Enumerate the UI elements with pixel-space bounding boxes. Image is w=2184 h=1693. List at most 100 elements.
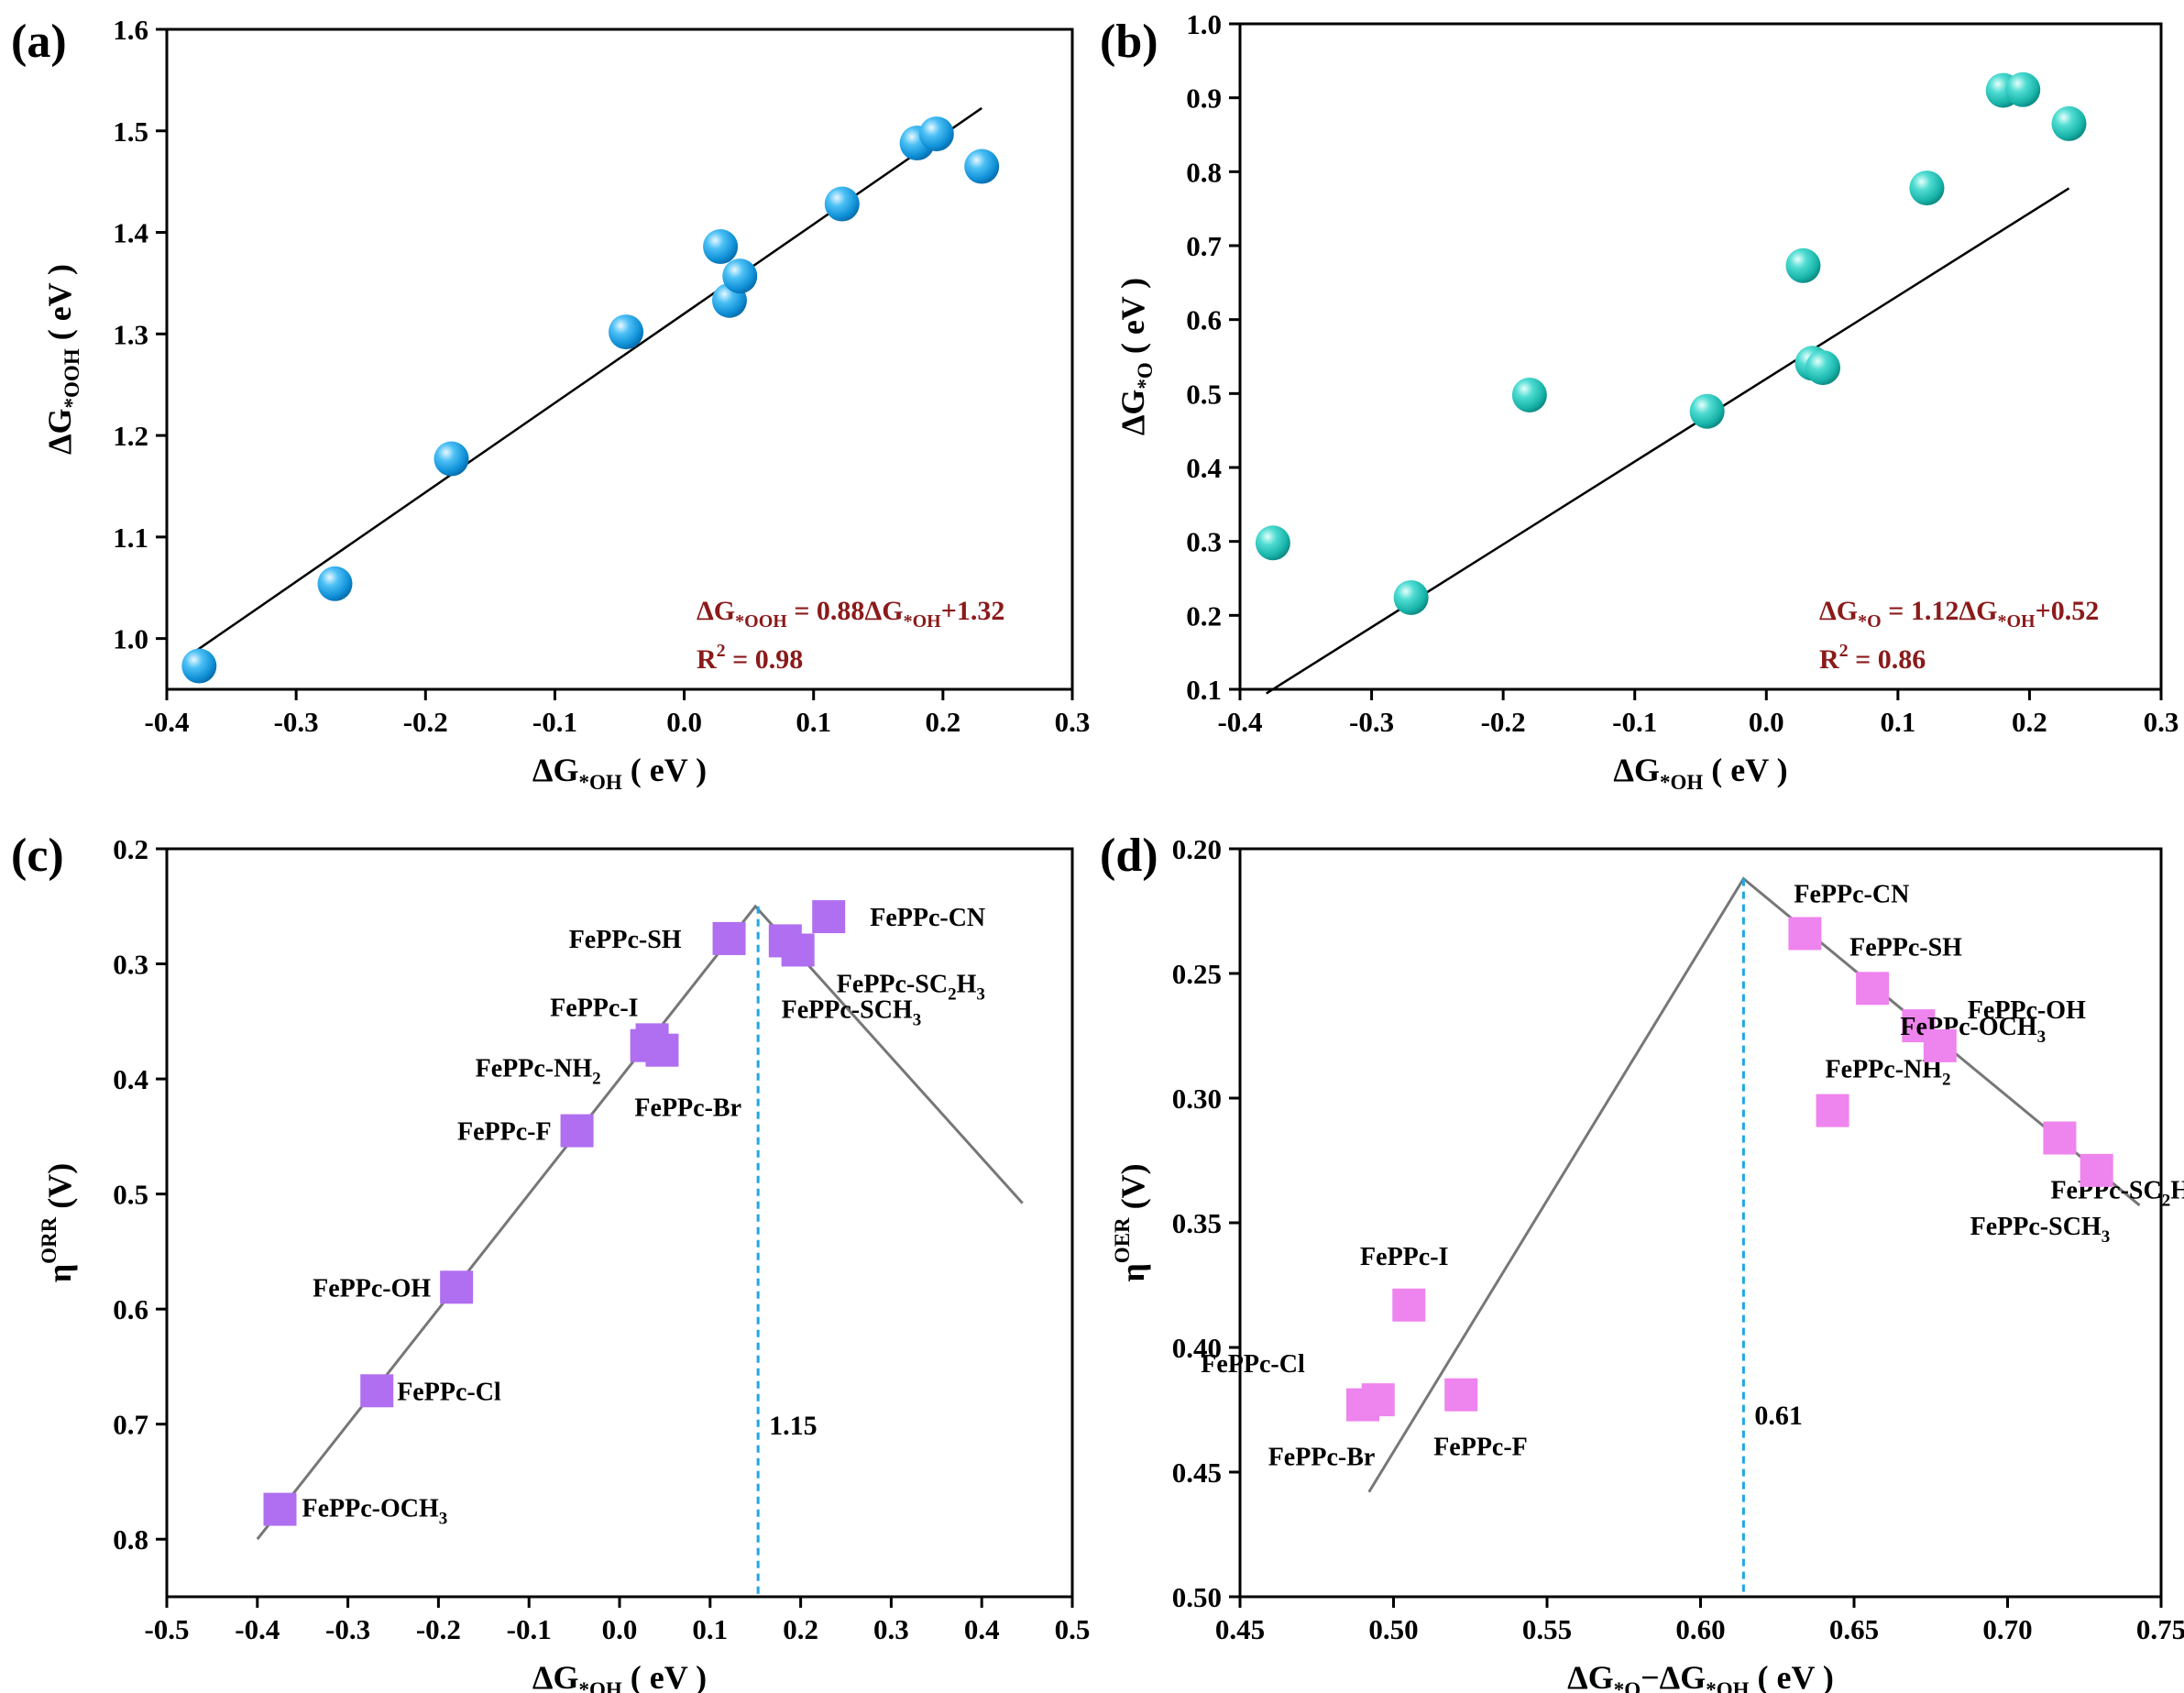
data-point xyxy=(263,1492,297,1526)
plot-frame xyxy=(165,847,1074,1599)
x-tick-label: 0.3 xyxy=(2144,706,2179,738)
panel-b: (b) -0.4 -0.3 -0.2 -0.1 0.0 0.1 0.2 0.3 0.1 0.2 0.3… xyxy=(1100,8,2179,794)
data-point xyxy=(1856,972,1890,1006)
y-tick-label: 0.7 xyxy=(1186,230,1222,262)
y-tick-label: 0.9 xyxy=(1186,82,1222,115)
y-tick-label: 0.40 xyxy=(1172,1332,1222,1364)
y-tick-label: 0.4 xyxy=(1186,452,1222,484)
x-tick-label: -0.1 xyxy=(507,1613,552,1645)
data-point-label: FePPc-SC2H3 xyxy=(2050,1177,2184,1211)
data-point xyxy=(918,116,954,152)
x-tick-label: 0.3 xyxy=(873,1613,909,1645)
data-point-label: FePPc-Cl xyxy=(397,1378,501,1406)
x-axis-title: ΔG*OH ( eV ) xyxy=(532,1659,707,1693)
x-tick-label: -0.5 xyxy=(144,1613,189,1645)
panel-a: (a) -0.4 -0.3 -0.2 -0.1 0.0 0.1 0.2 0.3 1.0 1.1 1.2… xyxy=(11,14,1090,794)
y-tick-label: 0.45 xyxy=(1172,1457,1222,1489)
data-point xyxy=(317,566,353,601)
plot-frame xyxy=(165,27,1074,691)
data-point-label: FePPc-CN xyxy=(870,904,985,932)
x-tick-label: -0.2 xyxy=(1481,706,1526,738)
y-tick-label: 1.4 xyxy=(113,217,148,249)
x-tick-label: 0.1 xyxy=(692,1613,728,1645)
x-tick-label: -0.3 xyxy=(1349,706,1394,738)
x-tick-label: -0.2 xyxy=(403,706,448,738)
x-axis-title: ΔG*OH ( eV ) xyxy=(532,752,707,794)
x-tick-label: -0.4 xyxy=(1217,706,1262,738)
data-point xyxy=(1361,1383,1395,1417)
data-point xyxy=(1689,393,1725,429)
data-point-label: FePPc-Cl xyxy=(1201,1350,1305,1379)
y-axis-title: ΔG*OOH ( eV ) xyxy=(41,264,83,455)
y-tick-label: 0.8 xyxy=(1186,156,1222,188)
data-point xyxy=(703,229,739,265)
panel-label: (d) xyxy=(1100,830,1158,882)
x-tick-label: 0.55 xyxy=(1522,1613,1572,1645)
data-point-label: FePPc-SCH3 xyxy=(782,995,922,1029)
peak-value-label: 1.15 xyxy=(769,1411,818,1441)
data-point xyxy=(2051,105,2087,141)
data-point-label: FePPc-SH xyxy=(569,926,682,954)
x-tick-label: -0.1 xyxy=(1612,706,1657,738)
x-tick-label: 0.75 xyxy=(2136,1613,2184,1645)
panel-c: (c) -0.5 -0.4 -0.3 -0.2 -0.1 0.0 0.1 0.2 0.3 0.4 0.… xyxy=(11,830,1090,1693)
x-axis-title: ΔG*OH ( eV ) xyxy=(1613,752,1787,794)
y-tick-label: 0.1 xyxy=(1186,674,1222,706)
data-point xyxy=(434,441,469,477)
y-tick-label: 1.2 xyxy=(113,420,148,452)
data-point xyxy=(824,186,860,222)
data-point xyxy=(1444,1378,1478,1412)
data-point xyxy=(645,1033,679,1067)
x-tick-label: 0.1 xyxy=(1880,706,1915,738)
data-point xyxy=(1788,917,1822,951)
x-tick-label: -0.3 xyxy=(325,1613,370,1645)
data-point-label: FePPc-OH xyxy=(313,1274,431,1303)
panel-label: (a) xyxy=(11,16,67,68)
fit-equation: ΔG*O = 1.12ΔG*OH+0.52 xyxy=(1819,596,2099,632)
y-tick-label: 0.35 xyxy=(1172,1207,1222,1239)
y-tick-label: 0.25 xyxy=(1172,958,1222,990)
y-tick-label: 0.3 xyxy=(1186,526,1222,558)
y-tick-label: 1.6 xyxy=(113,14,148,46)
x-tick-label: 0.2 xyxy=(925,706,960,738)
panel-d: (d)0.45 0.50 0.55 0.60 0.65 0.70 0.750.200.250… xyxy=(1100,830,2184,1693)
y-tick-label: 0.6 xyxy=(113,1293,148,1325)
data-point xyxy=(964,148,1000,184)
data-point-label: FePPc-I xyxy=(550,994,638,1022)
data-point xyxy=(722,258,758,294)
panel-label: (c) xyxy=(11,830,64,882)
data-point-label: FePPc-SH xyxy=(1849,933,1962,962)
x-tick-label: 0.0 xyxy=(602,1613,638,1645)
data-point xyxy=(1511,377,1547,412)
data-point-label: FePPc-NH2 xyxy=(476,1055,601,1089)
x-tick-label: 0.2 xyxy=(2012,706,2047,738)
data-point-label: FePPc-SCH3 xyxy=(1970,1213,2111,1247)
data-point xyxy=(1909,170,1945,206)
y-tick-label: 0.8 xyxy=(113,1523,148,1556)
y-tick-label: 0.7 xyxy=(113,1409,148,1441)
data-point xyxy=(1255,525,1290,561)
data-point-label: FePPc-OCH3 xyxy=(302,1495,448,1529)
x-tick-label: 0.4 xyxy=(964,1613,1000,1645)
y-tick-label: 0.20 xyxy=(1172,833,1222,865)
y-tick-label: 0.4 xyxy=(113,1063,148,1095)
x-tick-label: 0.3 xyxy=(1055,706,1091,738)
x-tick-label: 0.45 xyxy=(1215,1613,1265,1645)
y-axis-title: ηOER (V) xyxy=(1111,1163,1151,1281)
x-tick-label: -0.3 xyxy=(274,706,319,738)
x-tick-label: 0.0 xyxy=(1749,706,1784,738)
x-tick-label: 0.70 xyxy=(1982,1613,2032,1645)
panel-label: (b) xyxy=(1100,16,1158,68)
y-tick-label: 1.5 xyxy=(113,115,148,148)
data-point xyxy=(1785,247,1821,283)
x-tick-label: 0.60 xyxy=(1675,1613,1725,1645)
data-point xyxy=(1393,579,1429,615)
volcano-line xyxy=(256,904,1024,1541)
data-point xyxy=(440,1270,474,1304)
y-tick-label: 0.2 xyxy=(1186,599,1222,632)
data-point xyxy=(2043,1121,2077,1155)
y-axis-title: ΔG*O ( eV ) xyxy=(1114,278,1157,435)
data-point-label: FePPc-Br xyxy=(634,1094,741,1123)
data-point xyxy=(181,648,217,684)
